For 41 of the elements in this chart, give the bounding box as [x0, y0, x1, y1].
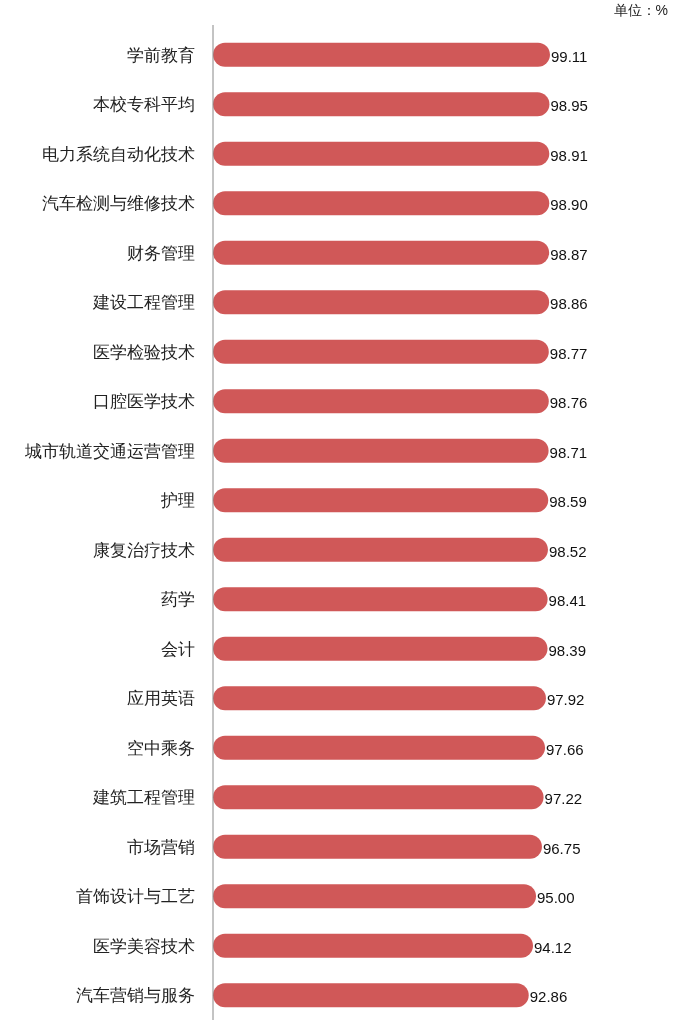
data-label: 98.41	[548, 592, 587, 610]
y-tick-label: 建筑工程管理	[92, 788, 195, 808]
data-label: 98.77	[549, 344, 588, 362]
y-tick-label: 城市轨道交通运营管理	[24, 441, 195, 461]
data-label: 97.22	[544, 790, 583, 808]
y-tick-label: 建设工程管理	[92, 293, 195, 313]
data-label: 98.86	[550, 295, 588, 313]
y-tick-label: 汽车检测与维修技术	[42, 194, 195, 214]
y-tick-label: 财务管理	[127, 243, 195, 263]
y-tick-label: 应用英语	[127, 689, 195, 709]
y-tick-label: 本校专科平均	[93, 95, 195, 115]
y-tick-label: 医学检验技术	[93, 342, 195, 362]
y-tick-label: 口腔医学技术	[93, 392, 195, 412]
y-tick-label: 市场营销	[127, 837, 195, 857]
y-tick-label: 护理	[160, 491, 195, 511]
data-label: 92.86	[529, 988, 568, 1006]
y-tick-label: 药学	[161, 590, 195, 610]
data-label: 98.39	[548, 641, 587, 659]
data-label: 98.95	[550, 97, 588, 115]
data-label: 98.87	[550, 245, 588, 263]
data-label: 97.66	[546, 740, 584, 758]
y-tick-label: 学前教育	[127, 45, 195, 65]
data-label: 98.90	[550, 196, 588, 214]
data-label: 98.59	[549, 493, 587, 511]
data-label: 94.12	[534, 938, 572, 956]
data-label: 98.71	[549, 443, 588, 461]
y-tick-label: 首饰设计与工艺	[76, 887, 195, 907]
data-label: 98.91	[550, 146, 588, 164]
y-tick-label: 康复治疗技术	[93, 540, 195, 560]
data-label: 95.00	[537, 889, 575, 907]
y-tick-label: 电力系统自动化技术	[42, 144, 195, 164]
text: 单位：%	[613, 2, 668, 18]
y-tick-label: 空中乘务	[127, 738, 195, 758]
data-label: 96.75	[542, 839, 581, 857]
data-label: 98.52	[548, 542, 587, 560]
y-tick-label: 会计	[161, 639, 195, 659]
data-label: 98.76	[549, 394, 588, 412]
data-label: 99.11	[550, 47, 588, 65]
data-label: 97.92	[546, 691, 585, 709]
y-tick-label: 医学美容技术	[93, 936, 195, 956]
y-tick-label: 汽车营销与服务	[76, 986, 195, 1006]
